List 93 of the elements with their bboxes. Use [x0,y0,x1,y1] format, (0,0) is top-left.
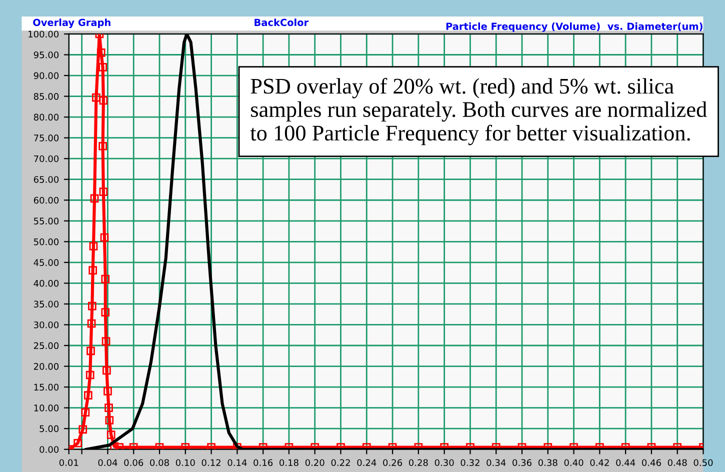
point [98,142,107,150]
point [102,366,111,375]
y-tick-label: 75.00 [34,134,59,142]
y-tick-label: 5.00 [40,425,59,432]
x-tick-label: 0.22 [331,459,350,466]
y-tick-label: 35.00 [34,300,59,308]
y-tick-label: 100.00 [28,30,59,38]
point [207,443,216,450]
y-tick-label: 90.00 [34,72,59,80]
y-tick-label: 65.00 [34,176,59,183]
x-tick-label: 0.14 [228,459,247,466]
point [86,370,94,380]
point [105,416,114,424]
point [181,443,190,450]
point [100,233,109,242]
x-tick-label: 0.30 [434,459,454,466]
point [284,443,294,450]
point [86,346,95,356]
y-tick-label: 95.00 [34,51,59,58]
point [673,443,682,450]
y-tick-label: 25.00 [34,342,59,350]
point [78,425,88,434]
point [647,443,656,450]
x-tick-label: 0.01 [59,459,78,466]
y-tick-label: 70.00 [34,155,59,162]
point [518,443,526,450]
y-tick-label: 50.00 [34,238,59,246]
point [84,391,92,400]
x-tick-label: 0.48 [668,459,687,466]
point [414,443,423,450]
point [89,242,98,250]
point [102,337,110,346]
x-tick-label: 0.18 [280,459,298,466]
y-tick-label: 55.00 [34,218,59,224]
text: Overlay Graph [33,18,110,28]
point [362,443,371,450]
point [129,443,138,450]
x-tick-label: 0.24 [357,459,376,466]
x-tick-label: 0.46 [642,459,661,466]
x-tick-label: 0.06 [124,459,144,466]
point [258,443,268,450]
x-tick-label: 0.40 [564,459,584,466]
x-tick-label: 0.08 [150,459,169,466]
x-tick-label: 0.34 [486,459,506,466]
point [544,443,552,450]
y-tick-label: 80.00 [34,114,59,121]
point [74,438,82,448]
x-tick-label: 0.42 [590,459,609,466]
y-tick-label: 20.00 [34,363,59,370]
x-tick-label: 0.10 [176,459,195,466]
point [310,443,320,450]
y-tick-label: 85.00 [34,93,59,100]
x-tick-label: 0.16 [254,459,273,466]
point [99,96,108,105]
y-tick-label: 10.00 [34,404,59,412]
y-tick-label: 15.00 [34,384,59,391]
point [92,93,100,102]
x-tick-label: 0.28 [408,459,428,466]
point [88,266,97,274]
point [492,443,500,450]
point [88,302,96,310]
x-tick-label: 0.20 [305,459,324,466]
point [81,408,90,417]
y-tick-label: 45.00 [34,259,59,266]
x-tick-label: 0.38 [538,459,558,466]
x-tick-label: 0.32 [460,459,480,466]
x-tick-label: 0.50 [694,459,713,466]
point [96,48,106,57]
point [99,188,108,196]
point [621,443,630,450]
point [388,443,397,450]
point [101,308,110,316]
point [90,194,99,203]
point [104,387,112,396]
point [104,404,113,412]
x-tick-label: 0.36 [512,459,532,466]
x-tick-label: 0.12 [202,459,220,466]
y-tick-label: 0.00 [40,446,59,453]
y-tick-label: 60.00 [34,196,59,204]
annotation: PSD overlay of 20% wt. (red) and 5% wt. silica samples run separately. Both curves are normalized to 100 Particle Frequency for better visualization. [250,78,707,146]
x-tick-label: 0.04 [98,459,118,466]
point [87,319,96,328]
y-tick-label: 30.00 [34,321,59,328]
point [106,430,116,439]
y-tick-label: 40.00 [34,280,59,287]
point [101,274,110,284]
point [115,443,124,450]
chart-title: Particle Frequency (Volume) vs. Diameter(um) [446,22,702,32]
x-tick-label: 0.44 [616,459,636,466]
point [155,443,164,450]
point [98,63,107,72]
x-tick-label: 0.26 [383,459,402,466]
text: BackColor [254,18,309,26]
